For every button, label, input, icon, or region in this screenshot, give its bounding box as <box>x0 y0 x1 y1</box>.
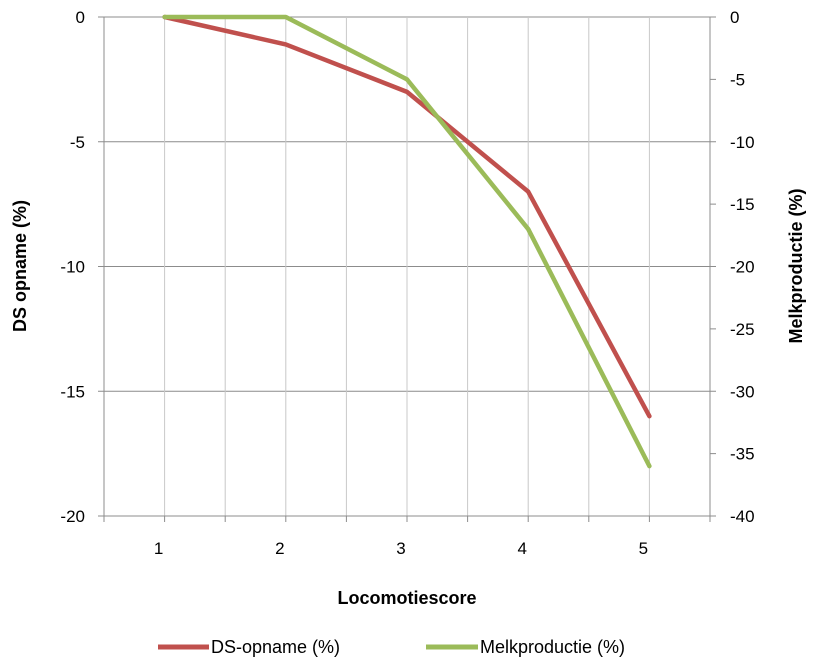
legend: DS-opname (%) Melkproductie (%) <box>158 637 625 657</box>
x-axis-ticks: 1 2 3 4 5 <box>103 516 711 558</box>
legend-label: DS-opname (%) <box>211 637 340 657</box>
y-tick-label-left: 0 <box>76 8 85 27</box>
y-tick-label-left: -5 <box>70 133 85 152</box>
series-line-melkproductie <box>162 14 652 469</box>
y-axis-right-title: Melkproductie (%) <box>786 188 806 343</box>
x-axis-title: Locomotiescore <box>337 588 476 608</box>
y-tick-label-right: -30 <box>730 382 755 401</box>
y-tick-label-right: -10 <box>730 133 755 152</box>
y-tick-label-right: -25 <box>730 320 755 339</box>
x-tick-label: 2 <box>275 539 284 558</box>
y-tick-label-right: -15 <box>730 195 755 214</box>
y-tick-label-right: 0 <box>730 8 739 27</box>
y-axis-left-ticks: 0 -5 -10 -15 -20 <box>60 8 104 526</box>
y-axis-right-ticks: 0 -5 -10 -15 -20 -25 -30 -35 -40 <box>710 8 755 526</box>
x-tick-label: 4 <box>517 539 526 558</box>
y-tick-label-right: -5 <box>730 70 745 89</box>
y-tick-label-left: -20 <box>60 507 85 526</box>
y-tick-label-left: -15 <box>60 382 85 401</box>
y-tick-label-right: -40 <box>730 507 755 526</box>
y-tick-label-left: -10 <box>60 258 85 277</box>
x-tick-label: 1 <box>154 539 163 558</box>
y-tick-label-right: -20 <box>730 258 755 277</box>
x-tick-label: 3 <box>396 539 405 558</box>
x-tick-label: 5 <box>639 539 648 558</box>
series-line-ds-opname <box>162 14 652 419</box>
y-tick-label-right: -35 <box>730 445 755 464</box>
legend-label: Melkproductie (%) <box>480 637 625 657</box>
series-lines <box>162 14 652 469</box>
y-axis-left-title: DS opname (%) <box>10 200 30 332</box>
